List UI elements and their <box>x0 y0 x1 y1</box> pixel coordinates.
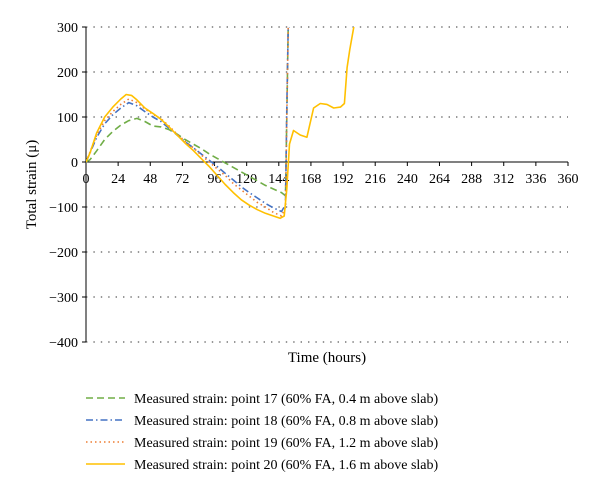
x-tick-label: 192 <box>333 172 354 187</box>
x-tick-label: 0 <box>83 172 90 187</box>
data-series <box>86 27 355 220</box>
x-tick-label: 336 <box>525 172 546 187</box>
x-tick-label: 96 <box>208 172 222 187</box>
x-tick-label: 48 <box>143 172 157 187</box>
x-tick-label: 168 <box>300 172 321 187</box>
legend-entry-3: Measured strain: point 19 (60% FA, 1.2 m… <box>134 436 439 451</box>
x-axis-title: Time (hours) <box>288 350 366 366</box>
y-tick-label: 200 <box>57 66 78 81</box>
legend-entry-4: Measured strain: point 20 (60% FA, 1.6 m… <box>134 458 439 473</box>
y-tick-label: 100 <box>57 111 78 126</box>
x-tick-label: 264 <box>429 172 450 187</box>
x-tick-label: 72 <box>175 172 189 187</box>
legend-entry-1: Measured strain: point 17 (60% FA, 0.4 m… <box>134 392 439 407</box>
legend-entry-2: Measured strain: point 18 (60% FA, 0.8 m… <box>134 414 439 429</box>
y-tick-labels: 300 200 100 0 −100 −200 −300 −400 <box>49 21 86 351</box>
x-tick-label: 288 <box>461 172 482 187</box>
y-tick-label: −300 <box>49 291 78 306</box>
x-tick-label: 360 <box>558 172 579 187</box>
axes <box>85 27 568 342</box>
series-line-4 <box>86 27 355 220</box>
series-line-3 <box>86 27 290 217</box>
y-tick-label: 300 <box>57 21 78 36</box>
y-tick-label: −400 <box>49 336 78 351</box>
x-tick-label: 24 <box>111 172 125 187</box>
y-axis-title: Total strain (μ) <box>24 140 40 229</box>
x-tick-label: 240 <box>397 172 418 187</box>
y-tick-label: −200 <box>49 246 78 261</box>
y-tick-label: 0 <box>71 156 78 171</box>
x-tick-label: 120 <box>236 172 257 187</box>
series-line-2 <box>86 27 290 213</box>
series-line-1 <box>86 27 290 197</box>
x-tick-labels: 0 24 48 72 96 120 144 168 192 216 240 264 288 312 336 3… <box>83 162 579 187</box>
x-tick-label: 144 <box>268 172 289 187</box>
x-tick-label: 312 <box>493 172 514 187</box>
x-tick-label: 216 <box>365 172 386 187</box>
legend: Measured strain: point 17 (60% FA, 0.4 m… <box>86 392 439 473</box>
y-tick-label: −100 <box>49 201 78 216</box>
